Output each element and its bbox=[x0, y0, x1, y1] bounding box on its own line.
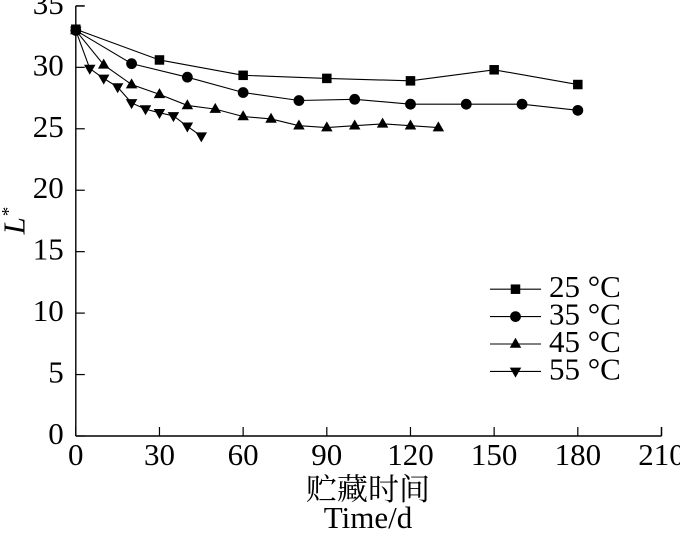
svg-text:55 °C: 55 °C bbox=[549, 351, 621, 386]
svg-text:30: 30 bbox=[144, 437, 175, 472]
svg-text:25: 25 bbox=[33, 109, 64, 144]
svg-text:210: 210 bbox=[638, 437, 680, 472]
svg-text:180: 180 bbox=[555, 437, 602, 472]
svg-text:150: 150 bbox=[471, 437, 518, 472]
svg-text:20: 20 bbox=[33, 170, 64, 205]
svg-text:5: 5 bbox=[48, 355, 64, 390]
svg-text:0: 0 bbox=[68, 437, 84, 472]
svg-text:0: 0 bbox=[48, 416, 64, 451]
svg-text:90: 90 bbox=[311, 437, 342, 472]
svg-text:35: 35 bbox=[33, 0, 64, 21]
svg-text:60: 60 bbox=[228, 437, 259, 472]
svg-text:Time/d: Time/d bbox=[324, 500, 413, 535]
svg-text:30: 30 bbox=[33, 47, 64, 82]
svg-text:L*: L* bbox=[0, 207, 32, 235]
svg-text:10: 10 bbox=[33, 293, 64, 328]
svg-text:120: 120 bbox=[387, 437, 434, 472]
svg-text:15: 15 bbox=[33, 232, 64, 267]
